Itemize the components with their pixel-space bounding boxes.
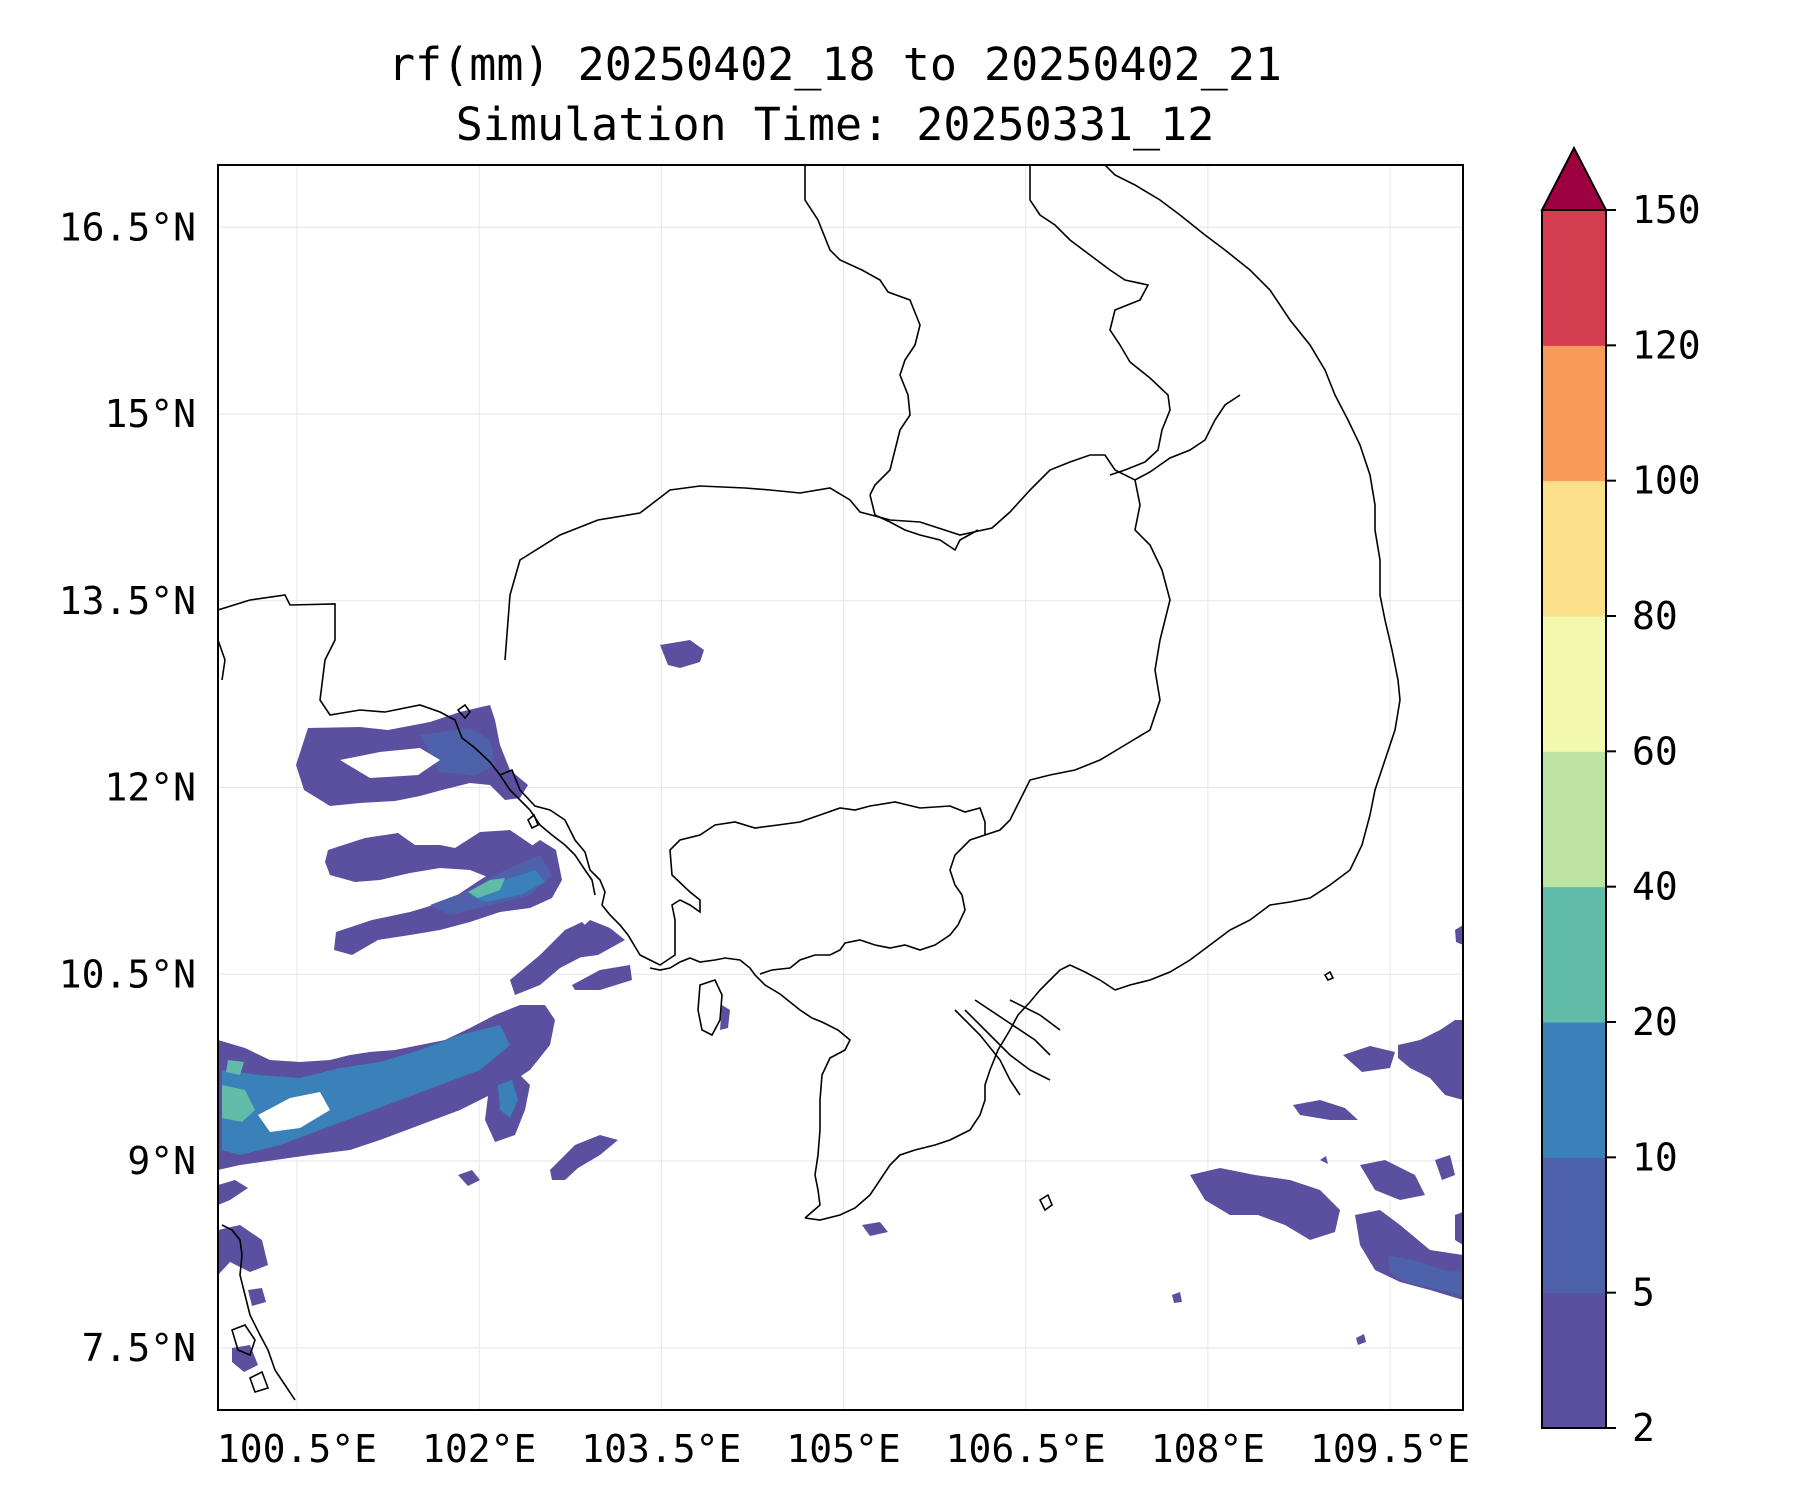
colorbar-segment [1542, 210, 1606, 346]
coastlines-and-borders [218, 165, 1401, 1401]
colorbar-segment [1542, 480, 1606, 617]
rain-cell-coast-cambodia [566, 920, 625, 958]
rain-cell-malay-a [218, 1225, 268, 1275]
rain-cell-tonle-sap [660, 640, 704, 668]
rain-cell-scs-l [1172, 1292, 1182, 1303]
rain-cell-gulf-north-core [420, 728, 495, 776]
lat-tick-label: 13.5°N [59, 579, 196, 623]
colorbar-segment [1542, 1292, 1606, 1429]
rain-cell-southwest-band-peak [222, 1085, 255, 1122]
colorbar-segment [1542, 1022, 1606, 1158]
coast-condao [1038, 1193, 1053, 1212]
colorbar-tick-label: 5 [1632, 1271, 1655, 1315]
rain-cell-scs-m [1356, 1334, 1366, 1345]
rain-cell-small-a [458, 1170, 480, 1186]
rain-cell-scs-b [1398, 1020, 1463, 1100]
colorbar-tick-label: 2 [1632, 1406, 1655, 1450]
lat-tick-label: 10.5°N [59, 952, 196, 996]
lat-tick-label: 15°N [104, 392, 196, 436]
border-laos-cambodia-west [869, 494, 979, 552]
rain-cell-scs-k [862, 1222, 888, 1236]
lat-tick-label: 9°N [127, 1139, 196, 1183]
rain-cell-southwest-band-peak2 [226, 1060, 244, 1075]
rain-cell-gulf-mid [325, 830, 536, 882]
border-cambodia-north [504, 394, 1241, 661]
map-title-line-1: rf(mm) 20250402_18 to 20250402_21 [387, 38, 1283, 91]
rain-cell-southwest-tail [550, 1135, 618, 1180]
border-laos-vietnam [804, 165, 921, 496]
colorbar-segment [1542, 616, 1606, 752]
rain-cell-scs-i [1455, 1212, 1463, 1245]
coast-small-island [1323, 970, 1335, 981]
coast-mekong-channels [954, 999, 1061, 1096]
colorbar-extend-arrow [1540, 145, 1608, 211]
border-cambodia-east [984, 479, 1171, 836]
rain-cell-scs-f [1388, 1255, 1463, 1295]
lon-tick-label: 106.5°E [946, 1427, 1106, 1471]
colorbar-tick-label: 80 [1632, 594, 1678, 638]
lat-tick-label: 7.5°N [82, 1326, 196, 1370]
colorbar-tick-label: 120 [1632, 323, 1701, 367]
border-cambodia-vietnam-south [759, 834, 986, 975]
border-laos-vietnam-2 [1029, 165, 1171, 476]
lon-tick-label: 109.5°E [1310, 1427, 1470, 1471]
rain-cell-gulf-band-peak [468, 878, 505, 898]
rain-cell-scs-n [1320, 1156, 1328, 1164]
colorbar-segment [1542, 886, 1606, 1023]
rain-cell-southwest-east-core [498, 1080, 518, 1118]
colorbar-tick-label: 10 [1632, 1135, 1678, 1179]
coast-malay-islands [231, 1324, 270, 1393]
coast-mekong-delta [804, 964, 1116, 1221]
colorbar-tick-label: 60 [1632, 729, 1678, 773]
border-thailand-cambodia [218, 594, 986, 966]
lat-tick-label: 12°N [104, 766, 196, 810]
rain-cell-scs-a [1343, 1046, 1395, 1072]
rain-cell-gulf-band [334, 840, 562, 955]
colorbar-segment [1542, 1157, 1606, 1294]
coast-cambodia [649, 957, 813, 1019]
coast-malay-peninsula [221, 1224, 296, 1401]
rain-cell-malay-c [248, 1288, 266, 1306]
rain-cell-scs-g [1360, 1160, 1425, 1200]
coast-vietnam-central [1104, 165, 1401, 991]
rain-cell-gulf-north-hole [340, 748, 440, 778]
rain-cell-scs-h [1435, 1155, 1455, 1180]
lat-tick-label: 16.5°N [59, 205, 196, 249]
border-thailand-west [218, 639, 226, 681]
colorbar-segment [1542, 345, 1606, 482]
colorbar-segment [1542, 751, 1606, 888]
map-title-line-2: Simulation Time: 20250331_12 [455, 98, 1215, 151]
lon-tick-label: 103.5°E [581, 1427, 741, 1471]
colorbar-tick-label: 40 [1632, 865, 1678, 909]
coast-thailand-gulf-east [499, 774, 596, 896]
rain-cell-phuquoc [720, 1005, 730, 1030]
coast-camau [804, 1017, 851, 1219]
rainfall-fields [218, 640, 1463, 1372]
coast-thai-islands [456, 703, 540, 830]
rain-cell-scs-d [1190, 1168, 1340, 1240]
lon-tick-label: 108°E [1151, 1427, 1265, 1471]
coast-phuquoc [697, 979, 723, 1037]
rain-cell-malay-b [232, 1345, 258, 1372]
rain-cell-scs-j [1455, 925, 1463, 945]
rain-cell-southwest-band-hole [258, 1092, 330, 1132]
rain-cell-small-b [218, 1180, 248, 1205]
rain-cell-scs-c [1293, 1100, 1358, 1120]
colorbar-frame [1541, 210, 1607, 1429]
colorbar-tick-label: 100 [1632, 459, 1701, 503]
map-frame [217, 164, 1464, 1411]
rain-cell-coast-cambodia2 [572, 965, 632, 990]
colorbar: 2 5 10 20 40 60 80 100 120 150 [1540, 145, 1701, 1450]
lon-tick-label: 102°E [422, 1427, 536, 1471]
map-gridlines: 100.5°E 102°E 103.5°E 105°E 106.5°E 108°E 109.… [59, 165, 1470, 1471]
lon-tick-label: 100.5°E [217, 1427, 377, 1471]
lon-tick-label: 105°E [786, 1427, 900, 1471]
colorbar-tick-label: 150 [1632, 188, 1701, 232]
colorbar-tick-label: 20 [1632, 1000, 1678, 1044]
